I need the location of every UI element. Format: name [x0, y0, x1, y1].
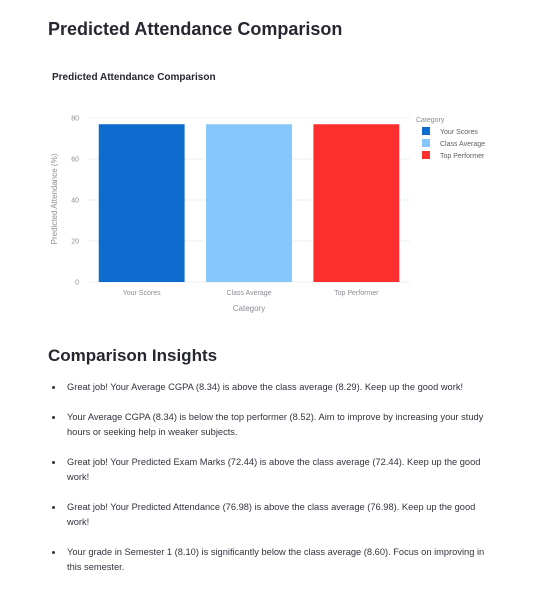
insight-item: Your Average CGPA (8.34) is below the to… [48, 410, 488, 440]
legend-swatch [422, 139, 430, 147]
legend-label: Your Scores [440, 129, 478, 136]
page-title: Predicted Attendance Comparison [48, 19, 343, 39]
y-tick-label: 60 [71, 157, 79, 164]
insight-item: Great job! Your Predicted Attendance (76… [48, 500, 488, 530]
legend-swatch [422, 151, 430, 159]
y-axis-title: Predicted Attendance (%) [50, 153, 59, 244]
y-tick-label: 80 [71, 116, 79, 123]
legend-label: Top Performer [440, 153, 485, 160]
x-axis-title: Category [233, 304, 265, 313]
y-tick-label: 40 [71, 198, 79, 205]
x-tick-label: Top Performer [334, 290, 379, 297]
y-tick-label: 20 [71, 239, 79, 246]
attendance-chart: 0 20 40 60 80 Your Scores Class Average Top Per… [48, 64, 508, 324]
insight-item: Great job! Your Predicted Exam Marks (72… [48, 455, 488, 485]
x-tick-label: Your Scores [123, 290, 161, 297]
bar-your-scores [98, 124, 185, 282]
chart-title: Predicted Attendance Comparison [52, 72, 216, 83]
y-tick-label: 0 [75, 280, 79, 287]
x-tick-label: Class Average [226, 290, 271, 297]
bar-class-average [206, 124, 292, 282]
legend-label: Class Average [440, 141, 485, 148]
insights-list: Great job! Your Average CGPA (8.34) is a… [48, 380, 488, 590]
insight-item: Great job! Your Average CGPA (8.34) is a… [48, 380, 488, 395]
bar-top-performer [313, 124, 400, 282]
legend-title: Category [416, 117, 445, 124]
insights-title: Comparison Insights [48, 346, 218, 365]
chart-svg: 0 20 40 60 80 Your Scores Class Average Top Per… [50, 116, 485, 313]
legend-swatch [422, 127, 430, 135]
insight-item: Your grade in Semester 1 (8.10) is signi… [48, 545, 488, 575]
